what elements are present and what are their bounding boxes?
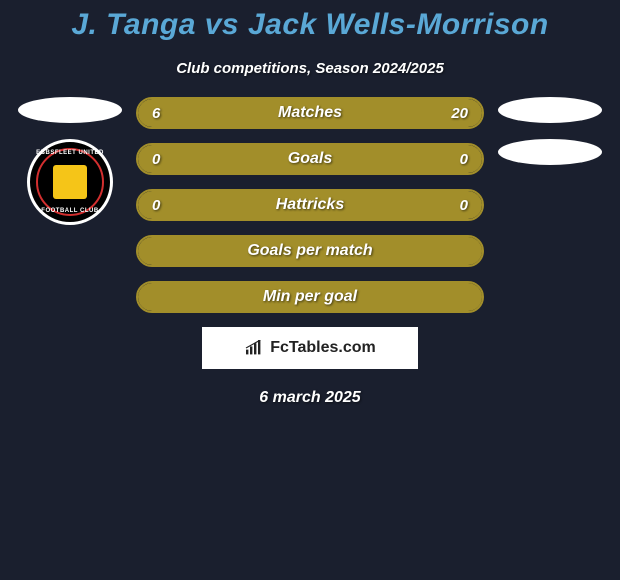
stat-bars: 620Matches 00Goals 00Hattricks Goals per ma… <box>136 97 484 313</box>
player-left-placeholder-icon <box>18 97 122 123</box>
attribution-text: FcTables.com <box>270 339 376 357</box>
club-right-placeholder-icon <box>498 139 602 165</box>
chart-icon <box>244 340 264 356</box>
stat-label: Goals per match <box>138 242 482 260</box>
stat-label: Hattricks <box>138 196 482 214</box>
stat-bar-row: Goals per match <box>136 235 484 267</box>
stat-label: Matches <box>138 104 482 122</box>
stat-bar-row: 00Hattricks <box>136 189 484 221</box>
club-name-bottom: FOOTBALL CLUB <box>30 208 110 214</box>
stat-bar-row: 620Matches <box>136 97 484 129</box>
club-name-top: EBBSFLEET UNITED <box>30 150 110 156</box>
player-right-badges <box>498 97 602 181</box>
comparison-container: EBBSFLEET UNITED FOOTBALL CLUB 620Matche… <box>0 97 620 313</box>
club-badge-left: EBBSFLEET UNITED FOOTBALL CLUB <box>27 139 113 225</box>
club-crest-icon <box>53 165 87 199</box>
stat-label: Goals <box>138 150 482 168</box>
player-left-badges: EBBSFLEET UNITED FOOTBALL CLUB <box>18 97 122 225</box>
stat-bar-row: 00Goals <box>136 143 484 175</box>
stat-bar-row: Min per goal <box>136 281 484 313</box>
stat-label: Min per goal <box>138 288 482 306</box>
player-right-placeholder-icon <box>498 97 602 123</box>
comparison-date: 6 march 2025 <box>0 389 620 407</box>
comparison-title: J. Tanga vs Jack Wells-Morrison <box>0 0 620 42</box>
attribution-badge: FcTables.com <box>202 327 418 369</box>
comparison-subtitle: Club competitions, Season 2024/2025 <box>0 60 620 77</box>
